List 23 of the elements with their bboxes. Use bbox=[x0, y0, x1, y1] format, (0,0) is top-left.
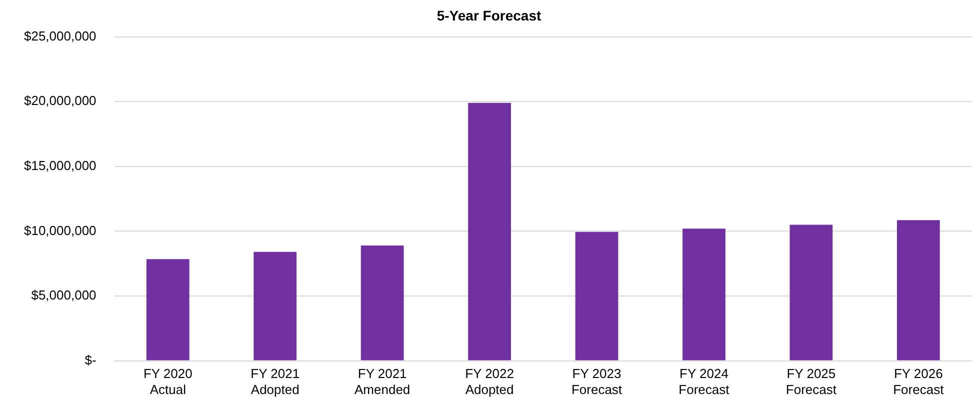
y-tick-label: $25,000,000 bbox=[24, 28, 96, 44]
y-tick-label: $20,000,000 bbox=[24, 93, 96, 108]
y-tick-label: $- bbox=[84, 352, 96, 368]
x-tick-label: FY 2021 Amended bbox=[354, 366, 410, 397]
y-tick-label: $15,000,000 bbox=[24, 158, 96, 173]
x-tick-label: FY 2021 Adopted bbox=[250, 366, 300, 397]
bar bbox=[790, 224, 833, 360]
bar bbox=[146, 259, 190, 360]
x-tick-label: FY 2025 Forecast bbox=[786, 366, 837, 397]
x-tick-label: FY 2023 Forecast bbox=[571, 366, 622, 397]
bar bbox=[896, 220, 940, 360]
bar bbox=[682, 228, 726, 360]
bar bbox=[254, 252, 297, 360]
y-tick-label: $5,000,000 bbox=[31, 288, 96, 303]
bar bbox=[360, 245, 404, 360]
x-tick-label: FY 2026 Forecast bbox=[893, 366, 944, 397]
y-tick-label: $10,000,000 bbox=[24, 222, 96, 238]
bar bbox=[468, 102, 511, 360]
x-tick-label: FY 2022 Adopted bbox=[465, 366, 514, 397]
x-tick-label: FY 2024 Forecast bbox=[678, 366, 730, 397]
chart-title: 5-Year Forecast bbox=[436, 7, 542, 24]
x-tick-label: FY 2020 Actual bbox=[143, 366, 192, 397]
bar bbox=[575, 232, 618, 360]
